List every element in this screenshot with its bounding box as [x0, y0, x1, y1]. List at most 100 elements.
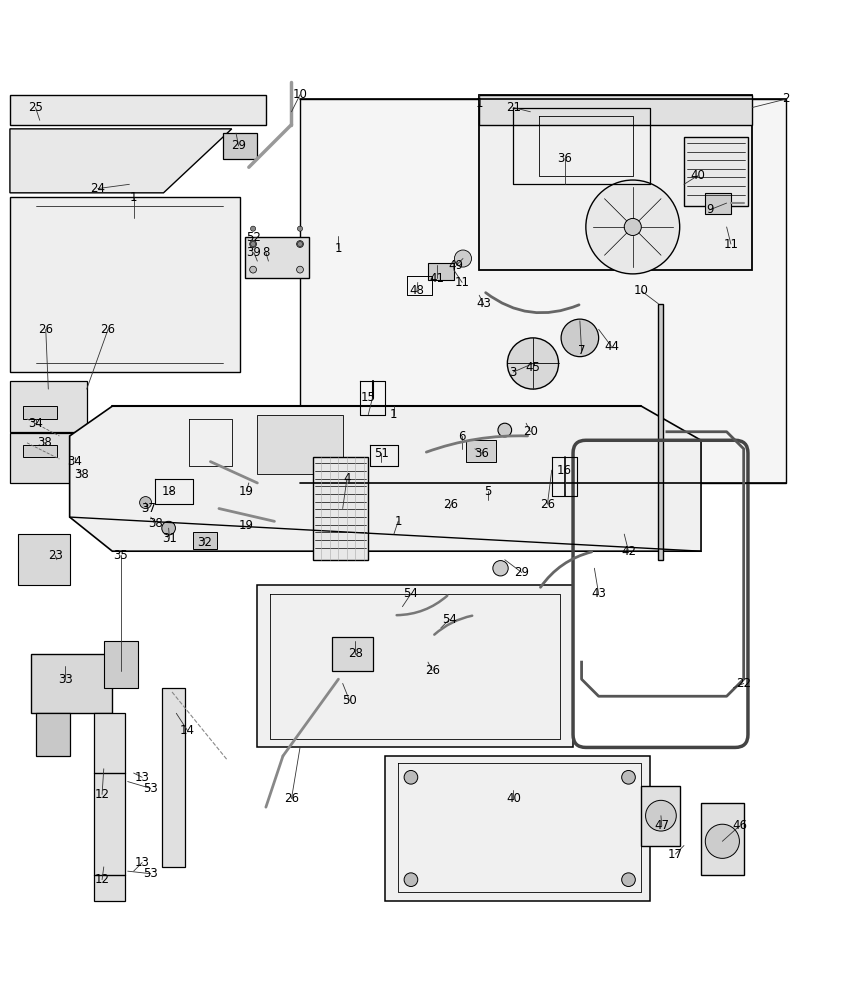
- Polygon shape: [10, 95, 266, 125]
- Text: 53: 53: [143, 782, 158, 795]
- Text: 5: 5: [484, 485, 491, 498]
- Text: 17: 17: [668, 848, 683, 861]
- Text: 10: 10: [634, 284, 649, 297]
- Text: 43: 43: [476, 297, 490, 310]
- Polygon shape: [479, 95, 752, 125]
- Circle shape: [705, 824, 740, 858]
- Text: 47: 47: [654, 819, 669, 832]
- Text: 21: 21: [506, 101, 520, 114]
- Circle shape: [586, 180, 680, 274]
- Text: 11: 11: [723, 238, 739, 251]
- Text: 36: 36: [474, 447, 489, 460]
- Text: 34: 34: [28, 417, 43, 430]
- Polygon shape: [10, 197, 241, 372]
- Circle shape: [561, 319, 598, 357]
- Text: 4: 4: [343, 472, 351, 485]
- Polygon shape: [19, 534, 69, 585]
- Text: 26: 26: [39, 323, 53, 336]
- Polygon shape: [467, 440, 496, 462]
- Text: 16: 16: [557, 464, 572, 477]
- Text: 28: 28: [348, 647, 363, 660]
- Text: 34: 34: [68, 455, 82, 468]
- Text: 53: 53: [143, 867, 158, 880]
- Polygon shape: [300, 99, 787, 483]
- Text: 33: 33: [58, 673, 73, 686]
- Polygon shape: [162, 688, 185, 867]
- Text: 45: 45: [526, 361, 540, 374]
- Text: 1: 1: [475, 97, 483, 110]
- Text: 18: 18: [162, 485, 177, 498]
- Circle shape: [404, 873, 418, 887]
- Polygon shape: [223, 133, 258, 159]
- Text: 12: 12: [94, 788, 110, 801]
- Circle shape: [250, 266, 257, 273]
- Text: 29: 29: [514, 566, 529, 579]
- Text: 15: 15: [361, 391, 376, 404]
- Text: 37: 37: [140, 502, 156, 515]
- Polygon shape: [658, 304, 663, 560]
- Circle shape: [297, 226, 302, 231]
- Text: 10: 10: [293, 88, 307, 101]
- Text: 42: 42: [621, 545, 636, 558]
- Text: 1: 1: [390, 408, 398, 421]
- Polygon shape: [258, 415, 342, 474]
- Circle shape: [162, 521, 175, 535]
- Text: 46: 46: [732, 819, 747, 832]
- Polygon shape: [332, 637, 372, 671]
- Circle shape: [498, 423, 512, 437]
- Text: 11: 11: [455, 276, 470, 289]
- Circle shape: [624, 218, 641, 236]
- Polygon shape: [35, 713, 69, 756]
- Text: 2: 2: [782, 92, 790, 105]
- Text: 38: 38: [148, 517, 163, 530]
- Text: 38: 38: [37, 436, 51, 449]
- Text: 49: 49: [449, 259, 464, 272]
- Text: 19: 19: [239, 485, 253, 498]
- Text: 26: 26: [100, 323, 116, 336]
- Text: 51: 51: [373, 447, 389, 460]
- Text: 48: 48: [409, 284, 425, 297]
- Text: 9: 9: [706, 203, 713, 216]
- Text: 3: 3: [509, 366, 517, 379]
- Polygon shape: [104, 641, 138, 688]
- Polygon shape: [245, 237, 308, 278]
- Polygon shape: [479, 95, 752, 270]
- Text: 25: 25: [28, 101, 43, 114]
- Text: 43: 43: [591, 587, 606, 600]
- Text: 1: 1: [130, 191, 138, 204]
- Text: 26: 26: [443, 498, 459, 511]
- Polygon shape: [385, 756, 650, 901]
- Circle shape: [296, 266, 303, 273]
- Circle shape: [645, 800, 676, 831]
- Polygon shape: [10, 381, 86, 432]
- Circle shape: [493, 561, 508, 576]
- Text: 26: 26: [425, 664, 440, 677]
- Circle shape: [404, 770, 418, 784]
- Text: 22: 22: [736, 677, 752, 690]
- Text: 41: 41: [429, 272, 444, 285]
- Text: 52: 52: [247, 231, 261, 244]
- Text: 23: 23: [48, 549, 62, 562]
- Text: 54: 54: [442, 613, 457, 626]
- Polygon shape: [705, 193, 731, 214]
- Text: 24: 24: [90, 182, 105, 195]
- Text: 39: 39: [247, 246, 261, 259]
- Text: 1: 1: [335, 242, 342, 255]
- Polygon shape: [32, 654, 112, 713]
- Text: 26: 26: [540, 498, 555, 511]
- Circle shape: [250, 241, 257, 247]
- Text: 40: 40: [690, 169, 705, 182]
- Polygon shape: [10, 129, 232, 193]
- Circle shape: [455, 250, 472, 267]
- Text: 13: 13: [134, 856, 150, 869]
- Polygon shape: [428, 263, 454, 280]
- Text: 20: 20: [523, 425, 538, 438]
- Text: 36: 36: [557, 152, 572, 165]
- Text: 32: 32: [197, 536, 212, 549]
- Text: 44: 44: [604, 340, 619, 353]
- Polygon shape: [312, 457, 368, 560]
- Text: 35: 35: [114, 549, 128, 562]
- Text: 29: 29: [231, 139, 246, 152]
- Polygon shape: [193, 532, 217, 549]
- Text: 31: 31: [162, 532, 177, 545]
